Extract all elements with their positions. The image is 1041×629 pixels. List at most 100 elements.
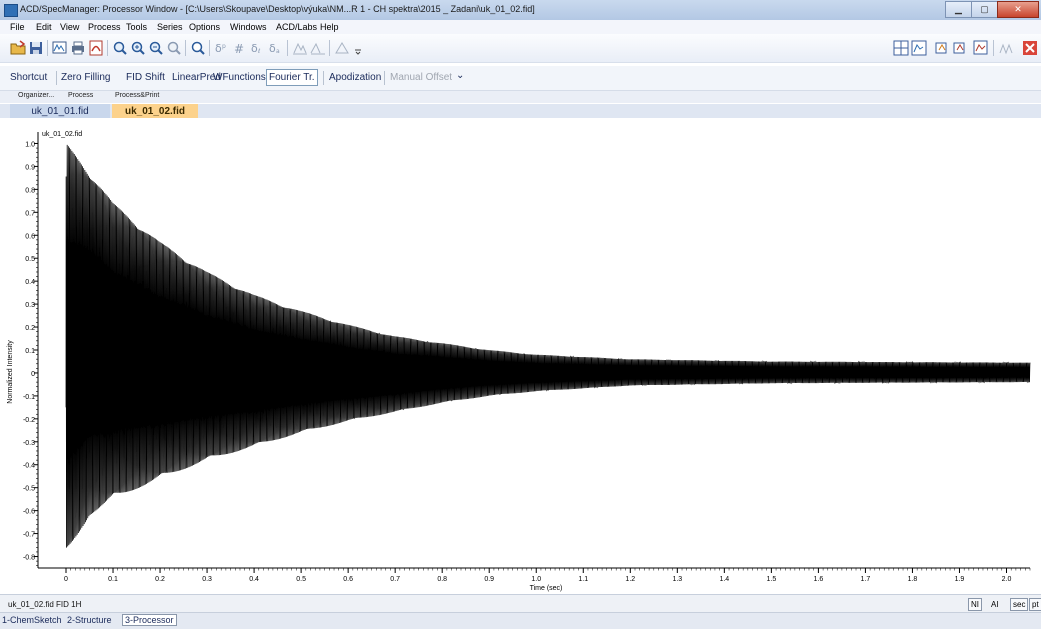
close-view-icon[interactable] — [1022, 40, 1038, 56]
integrate-icon[interactable] — [292, 40, 308, 56]
y-tick-label: -0.8 — [23, 555, 35, 562]
shortcut-button[interactable]: Shortcut — [10, 72, 48, 83]
minimize-icon[interactable]: ▁ — [945, 1, 972, 18]
x-tick-label: 1.4 — [719, 576, 729, 583]
zoom-region-icon[interactable] — [112, 40, 128, 56]
zoom-reset-icon[interactable] — [166, 40, 182, 56]
menu-acdlabs[interactable]: ACD/Labs — [276, 22, 318, 32]
menu-tools[interactable]: Tools — [126, 22, 148, 32]
open-icon[interactable] — [10, 40, 26, 56]
zero-filling-button[interactable]: Zero Filling — [61, 72, 111, 83]
print-icon[interactable] — [70, 40, 86, 56]
x-tick-label: 0.3 — [202, 576, 212, 583]
y-tick-label: 0.9 — [25, 164, 35, 171]
save-icon[interactable] — [28, 40, 44, 56]
peak-label-icon[interactable] — [334, 40, 350, 56]
menu-view[interactable]: View — [60, 22, 80, 32]
y-tick-label: 0.2 — [25, 325, 35, 332]
structure-icon[interactable] — [935, 40, 951, 56]
file-tab-uk-01-01[interactable]: uk_01_01.fid — [10, 104, 110, 118]
menu-options[interactable]: Options — [189, 22, 221, 32]
x-tick-label: 0.1 — [108, 576, 118, 583]
y-tick-label: -0.2 — [23, 417, 35, 424]
x-tick-label: 0.7 — [390, 576, 400, 583]
menu-file[interactable]: File — [10, 22, 25, 32]
svg-text:δ: δ — [269, 42, 276, 55]
y-axis-label: Normalized Intensity — [7, 340, 14, 404]
apodization-button[interactable]: Apodization — [329, 72, 382, 83]
module-tabs: 1-ChemSketch 2-Structure 3-Processor — [0, 612, 1041, 629]
fourier-transform-button[interactable]: Fourier Tr. — [266, 69, 318, 86]
menu-windows[interactable]: Windows — [230, 22, 267, 32]
svg-text:δ: δ — [215, 42, 222, 55]
grid-icon[interactable]: # — [232, 40, 248, 56]
svg-text:a: a — [276, 48, 280, 55]
y-tick-label: 0.6 — [25, 233, 35, 240]
overlay-icon[interactable] — [973, 40, 989, 56]
tab-structure[interactable]: 2-Structure — [67, 615, 112, 625]
status-sec-button[interactable]: sec — [1010, 598, 1029, 611]
x-tick-label: 1.2 — [625, 576, 635, 583]
y-tick-label: 0.4 — [25, 279, 35, 286]
status-ni-button[interactable]: NI — [968, 598, 982, 611]
toolbar-overflow-icon[interactable] — [350, 40, 361, 56]
status-ai-button[interactable]: AI — [991, 600, 999, 609]
zoom-in-icon[interactable] — [130, 40, 146, 56]
menu-help[interactable]: Help — [320, 22, 339, 32]
stack-view-icon[interactable] — [998, 40, 1014, 56]
layout-stack-icon[interactable] — [911, 40, 927, 56]
compare-icon[interactable] — [953, 40, 969, 56]
tab-process-print[interactable]: Process&Print — [115, 92, 160, 99]
processing-toolbar: Shortcut Zero Filling FID Shift LinearPr… — [0, 66, 1041, 91]
y-tick-label: 0.1 — [25, 348, 35, 355]
tab-organizer[interactable]: Organizer... — [18, 92, 55, 99]
menu-series[interactable]: Series — [157, 22, 183, 32]
tab-processor[interactable]: 3-Processor — [122, 614, 177, 626]
spectrum-plot-area[interactable]: 1.0 0.9 0.8 0.7 0.6 0.5 0.4 0.3 0.2 0.1 0 -0.1 -0.2 -… — [0, 118, 1041, 592]
tab-chemsketch[interactable]: 1-ChemSketch — [2, 615, 62, 625]
y-tick-label: 0.5 — [25, 256, 35, 263]
x-tick-label: 1.6 — [814, 576, 824, 583]
toolbar-overflow-icon[interactable]: ⌄ — [456, 70, 465, 81]
status-pt-button[interactable]: pt — [1029, 598, 1041, 611]
file-tab-uk-01-02[interactable]: uk_01_02.fid — [112, 104, 198, 118]
x-tick-label: 1.5 — [766, 576, 776, 583]
y-tick-label: -0.7 — [23, 532, 35, 539]
menu-process[interactable]: Process — [88, 22, 121, 32]
x-tick-label: 0.5 — [296, 576, 306, 583]
pdf-icon[interactable] — [88, 40, 104, 56]
x-axis-label: Time (sec) — [530, 585, 563, 592]
spectrum-view-icon[interactable] — [52, 40, 68, 56]
fid-shift-button[interactable]: FID Shift — [126, 72, 165, 83]
magnify-icon[interactable] — [190, 40, 206, 56]
tab-process[interactable]: Process — [68, 92, 94, 99]
x-tick-label: 0 — [64, 576, 68, 583]
x-tick-label: 0.4 — [249, 576, 259, 583]
y-tick-label: -0.4 — [23, 463, 35, 470]
zoom-out-icon[interactable] — [148, 40, 164, 56]
manual-offset-button[interactable]: Manual Offset — [390, 72, 453, 83]
app-icon[interactable] — [4, 4, 18, 17]
maximize-icon[interactable]: ▢ — [971, 1, 998, 18]
svg-text:δ: δ — [251, 42, 258, 55]
svg-text:ℓ: ℓ — [257, 48, 260, 55]
x-tick-label: 1.7 — [861, 576, 871, 583]
baseline-icon[interactable] — [310, 40, 326, 56]
y-tick-label: -0.5 — [23, 486, 35, 493]
linearpred-button[interactable]: LinearPred — [172, 72, 221, 83]
close-icon[interactable]: ✕ — [997, 1, 1039, 18]
x-tick-label: 1.3 — [672, 576, 682, 583]
y-tick-label: 0 — [31, 371, 35, 378]
y-tick-label: 1.0 — [25, 141, 35, 148]
y-tick-label: 0.8 — [25, 187, 35, 194]
y-tick-label: -0.3 — [23, 440, 35, 447]
menu-edit[interactable]: Edit — [36, 22, 52, 32]
wfunctions-button[interactable]: WFunctions — [213, 72, 266, 83]
y-tick-label: -0.1 — [23, 394, 35, 401]
fid-chart[interactable]: 1.0 0.9 0.8 0.7 0.6 0.5 0.4 0.3 0.2 0.1 0 -0.1 -0.2 -… — [0, 118, 1041, 592]
layout-grid-icon[interactable] — [893, 40, 909, 56]
